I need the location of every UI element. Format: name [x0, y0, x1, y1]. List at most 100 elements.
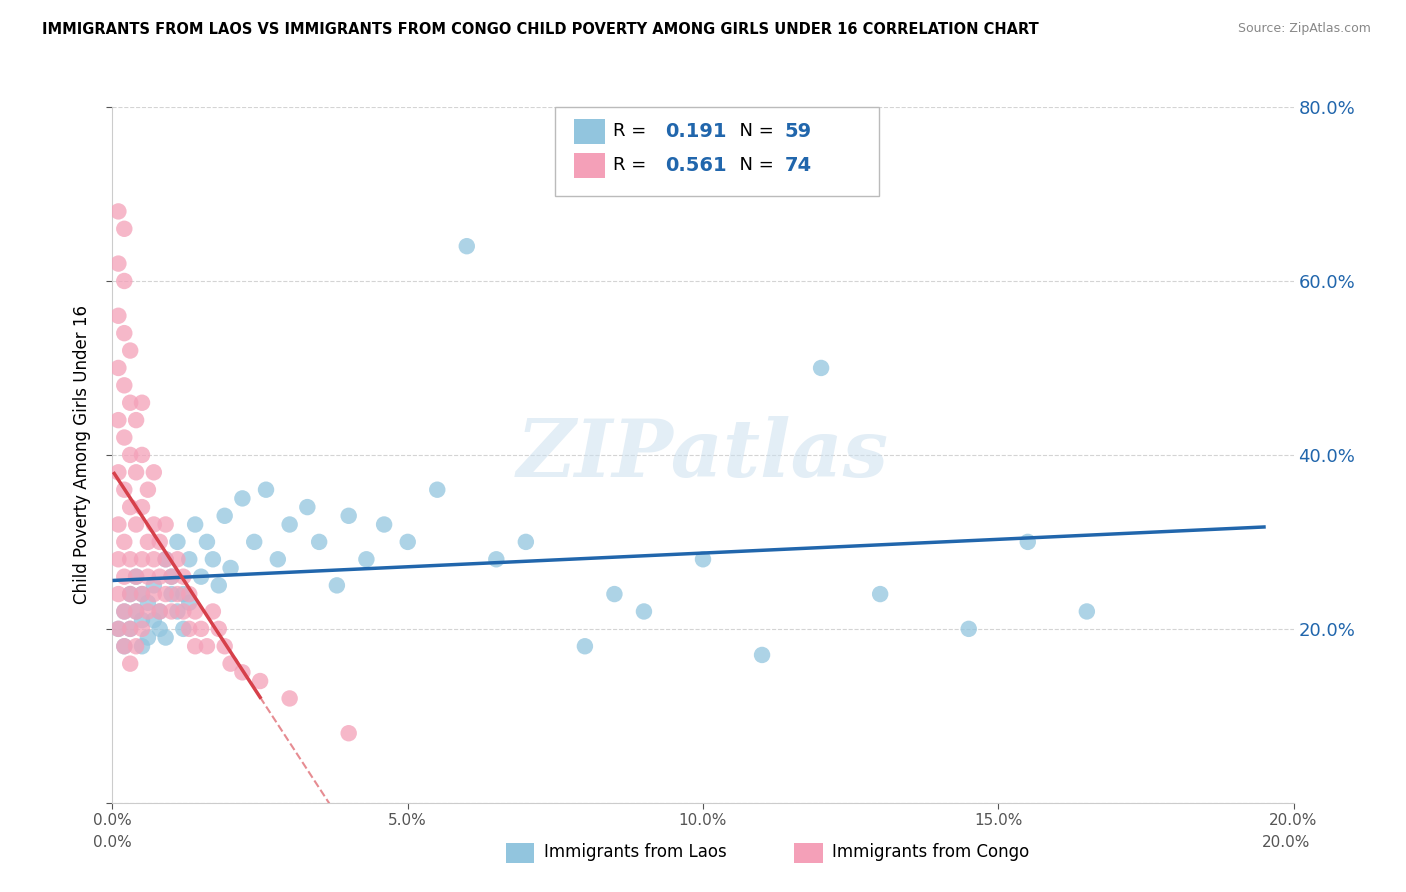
Text: N =: N =: [728, 122, 780, 140]
Point: [131, 396, 153, 410]
Point: [107, 552, 129, 566]
Point: [107, 622, 129, 636]
Point: [120, 343, 142, 358]
Point: [125, 570, 148, 584]
Point: [120, 622, 142, 636]
Point: [120, 587, 142, 601]
Point: [125, 605, 148, 619]
Point: [184, 517, 207, 532]
Point: [603, 587, 626, 601]
Text: N =: N =: [728, 156, 780, 174]
Point: [131, 639, 153, 653]
Point: [149, 534, 172, 549]
Point: [131, 552, 153, 566]
Point: [155, 587, 177, 601]
Point: [155, 552, 177, 566]
Text: 74: 74: [785, 155, 811, 175]
Point: [373, 517, 395, 532]
Point: [120, 587, 142, 601]
Text: Source: ZipAtlas.com: Source: ZipAtlas.com: [1237, 22, 1371, 36]
Point: [172, 605, 194, 619]
Point: [160, 605, 183, 619]
Point: [142, 578, 165, 592]
Point: [243, 534, 266, 549]
Point: [201, 605, 224, 619]
Point: [190, 570, 212, 584]
Point: [957, 622, 980, 636]
Point: [112, 431, 135, 445]
Point: [120, 552, 142, 566]
Point: [751, 648, 773, 662]
Point: [120, 622, 142, 636]
Point: [131, 587, 153, 601]
Point: [195, 534, 218, 549]
Point: [184, 605, 207, 619]
Text: IMMIGRANTS FROM LAOS VS IMMIGRANTS FROM CONGO CHILD POVERTY AMONG GIRLS UNDER 16: IMMIGRANTS FROM LAOS VS IMMIGRANTS FROM …: [42, 22, 1039, 37]
Point: [131, 613, 153, 627]
Point: [179, 552, 201, 566]
Point: [136, 605, 159, 619]
Point: [160, 587, 183, 601]
Point: [112, 483, 135, 497]
Point: [208, 622, 231, 636]
Point: [485, 552, 508, 566]
Point: [166, 605, 188, 619]
Point: [112, 639, 135, 653]
Point: [131, 587, 153, 601]
Text: 0.561: 0.561: [665, 155, 727, 175]
Point: [337, 508, 360, 523]
Point: [214, 639, 236, 653]
Point: [426, 483, 449, 497]
Point: [692, 552, 714, 566]
Point: [267, 552, 290, 566]
Text: 20.0%: 20.0%: [1263, 836, 1310, 850]
Point: [155, 552, 177, 566]
Point: [231, 491, 253, 506]
Point: [107, 309, 129, 323]
Point: [107, 413, 129, 427]
Point: [136, 483, 159, 497]
Point: [136, 631, 159, 645]
Point: [179, 596, 201, 610]
Point: [120, 448, 142, 462]
Point: [112, 570, 135, 584]
Point: [125, 413, 148, 427]
Point: [166, 587, 188, 601]
Point: [107, 517, 129, 532]
Point: [219, 561, 242, 575]
Point: [131, 622, 153, 636]
Point: [308, 534, 330, 549]
Point: [142, 587, 165, 601]
Point: [131, 448, 153, 462]
Point: [515, 534, 537, 549]
Point: [112, 605, 135, 619]
Point: [107, 466, 129, 480]
Point: [112, 221, 135, 235]
Point: [356, 552, 378, 566]
Text: 59: 59: [785, 121, 811, 141]
Point: [160, 570, 183, 584]
Point: [231, 665, 253, 680]
Point: [869, 587, 891, 601]
Point: [201, 552, 224, 566]
Point: [112, 639, 135, 653]
Point: [136, 534, 159, 549]
Point: [149, 605, 172, 619]
Point: [155, 517, 177, 532]
Point: [107, 622, 129, 636]
Point: [1017, 534, 1039, 549]
Point: [149, 570, 172, 584]
Point: [172, 622, 194, 636]
Point: [160, 570, 183, 584]
Text: Immigrants from Congo: Immigrants from Congo: [832, 843, 1029, 861]
Point: [112, 605, 135, 619]
Point: [456, 239, 478, 253]
Text: ZIPatlas: ZIPatlas: [517, 417, 889, 493]
Point: [396, 534, 419, 549]
Point: [142, 517, 165, 532]
Point: [120, 657, 142, 671]
Point: [142, 613, 165, 627]
Point: [107, 256, 129, 270]
Point: [190, 622, 212, 636]
Text: R =: R =: [613, 122, 652, 140]
